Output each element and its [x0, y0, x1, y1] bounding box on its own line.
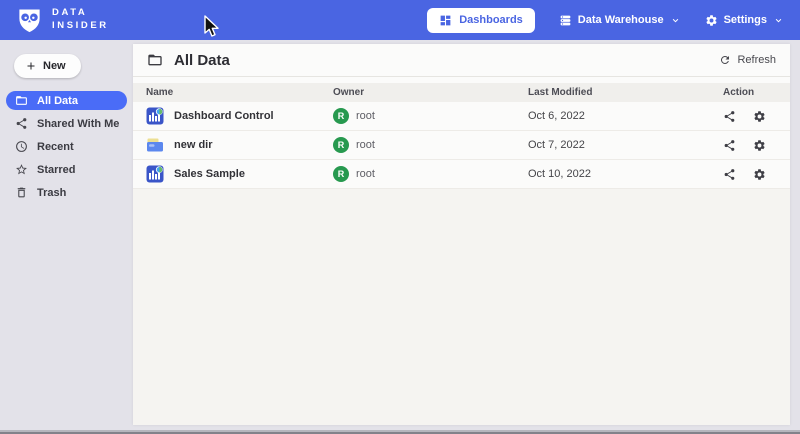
top-navigation-bar: DATA INSIDER Dashboards [0, 0, 800, 40]
card-header: All Data Refresh [133, 44, 790, 77]
data-warehouse-label: Data Warehouse [577, 14, 664, 26]
file-name[interactable]: Dashboard Control [174, 110, 274, 122]
file-name[interactable]: new dir [174, 139, 213, 151]
sidebar-item-starred[interactable]: Starred [6, 160, 127, 179]
sidebar-item-recent[interactable]: Recent [6, 137, 127, 156]
dashboards-button[interactable]: Dashboards [427, 7, 535, 33]
column-header-name: Name [146, 87, 174, 98]
sidebar-item-label: Starred [37, 163, 76, 176]
sidebar: New All Data Shared With Me Recent Starr… [0, 40, 133, 434]
app-name: DATA INSIDER [52, 7, 109, 31]
last-modified-date: Oct 7, 2022 [528, 139, 585, 151]
share-icon [15, 117, 28, 130]
sidebar-item-label: Shared With Me [37, 117, 120, 130]
sidebar-item-label: All Data [37, 94, 78, 107]
settings-label: Settings [723, 14, 767, 26]
owner-name: root [356, 110, 375, 122]
share-icon[interactable] [723, 168, 736, 181]
trash-icon [15, 186, 28, 199]
column-header-owner: Owner [333, 87, 365, 98]
refresh-label: Refresh [737, 54, 776, 66]
dashboard-icon [439, 14, 452, 27]
table-row[interactable]: Dashboard Control R root Oct 6, 2022 [133, 102, 790, 131]
clock-icon [15, 140, 28, 153]
table-row[interactable]: new dir R root Oct 7, 2022 [133, 131, 790, 160]
owl-logo-icon [16, 7, 43, 34]
dashboard-file-icon [146, 107, 164, 125]
star-icon [15, 163, 28, 176]
owner-avatar: R [333, 137, 349, 153]
sidebar-item-shared-with-me[interactable]: Shared With Me [6, 114, 127, 133]
new-button[interactable]: New [14, 54, 81, 78]
refresh-button[interactable]: Refresh [719, 54, 776, 66]
gear-icon [705, 14, 718, 27]
file-name[interactable]: Sales Sample [174, 168, 245, 180]
last-modified-date: Oct 6, 2022 [528, 110, 585, 122]
owner-name: root [356, 168, 375, 180]
sidebar-item-label: Trash [37, 186, 67, 199]
data-warehouse-menu[interactable]: Data Warehouse [559, 14, 681, 27]
settings-menu[interactable]: Settings [705, 14, 784, 27]
chevron-down-icon [670, 15, 681, 26]
chevron-down-icon [773, 15, 784, 26]
new-button-label: New [43, 60, 66, 72]
folder-icon [15, 94, 28, 107]
share-icon[interactable] [723, 139, 736, 152]
owner-name: root [356, 139, 375, 151]
database-icon [559, 14, 572, 27]
sidebar-item-label: Recent [37, 140, 74, 153]
dashboards-label: Dashboards [459, 14, 523, 26]
top-nav-menu: Dashboards Data Warehouse [427, 7, 784, 33]
refresh-icon [719, 54, 731, 66]
column-header-last-modified: Last Modified [528, 87, 593, 98]
table-row[interactable]: Sales Sample R root Oct 10, 2022 [133, 160, 790, 189]
last-modified-date: Oct 10, 2022 [528, 168, 591, 180]
sidebar-item-all-data[interactable]: All Data [6, 91, 127, 110]
file-table: Name Owner Last Modified Action [133, 83, 790, 425]
sidebar-item-trash[interactable]: Trash [6, 183, 127, 202]
gear-icon[interactable] [753, 110, 766, 123]
plus-icon [25, 60, 37, 72]
dashboard-file-icon [146, 165, 164, 183]
owner-avatar: R [333, 166, 349, 182]
table-header-row: Name Owner Last Modified Action [133, 83, 790, 102]
folder-file-icon [146, 136, 164, 154]
folder-icon [147, 52, 163, 68]
gear-icon[interactable] [753, 168, 766, 181]
table-empty-area [133, 189, 790, 425]
app-logo: DATA INSIDER [16, 7, 109, 34]
owner-avatar: R [333, 108, 349, 124]
window-bottom-edge [0, 430, 800, 434]
share-icon[interactable] [723, 110, 736, 123]
page-title: All Data [174, 51, 230, 69]
main-content-card: All Data Refresh Name Owner Last Modifie… [133, 44, 790, 425]
column-header-action: Action [723, 87, 755, 98]
gear-icon[interactable] [753, 139, 766, 152]
